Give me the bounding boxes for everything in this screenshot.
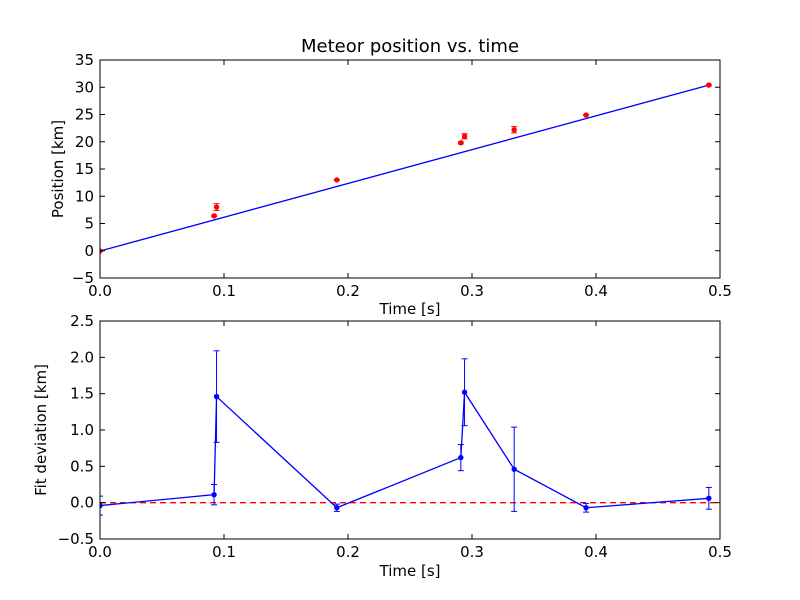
- x-tick-label: 0.1: [212, 282, 236, 300]
- plot-area-deviation: [99, 320, 721, 540]
- y-tick-labels: −0.5 0.0 0.5 1.0 1.5 2.0 2.5: [58, 312, 720, 548]
- y-tick-label: 25: [75, 106, 94, 124]
- y-axis-label: Fit deviation [km]: [32, 364, 50, 496]
- data-point: [458, 140, 464, 146]
- y-tick-label: 10: [75, 187, 94, 205]
- fit-line: [100, 84, 710, 252]
- panel-deviation: 0.0 0.1 0.2 0.3 0.4 0.5 −0.50.00.51.01.52.02.…: [32, 312, 732, 580]
- y-tick-label: 30: [75, 78, 94, 96]
- y-tick-label: 15: [75, 160, 94, 178]
- axes-frame: [99, 320, 721, 540]
- y-tick-label: 2.0: [70, 348, 94, 366]
- x-tick-label: 0.5: [708, 282, 732, 300]
- data-point: [461, 389, 468, 395]
- data-point: [213, 393, 220, 400]
- y-tick-label: −0.5: [58, 530, 94, 548]
- x-tick-label: 0.1: [212, 543, 236, 561]
- data-point: [211, 213, 217, 219]
- data-point: [706, 82, 712, 88]
- x-tick-label: 0.0: [88, 543, 112, 561]
- x-axis-label: Time [s]: [379, 300, 441, 318]
- y-tick-label: 5: [84, 215, 94, 233]
- y-tick-label: 1.0: [70, 421, 94, 439]
- x-tick-label: 0.4: [584, 282, 608, 300]
- y-tick-label: 1.5: [70, 385, 94, 403]
- data-point: [511, 127, 517, 133]
- data-point: [461, 133, 468, 140]
- y-tick-label: 35: [75, 51, 94, 69]
- data-point: [583, 112, 589, 118]
- x-tick-label: 0.4: [584, 543, 608, 561]
- y-tick-label: 0: [84, 242, 94, 260]
- x-tick-label: 0.2: [336, 282, 360, 300]
- x-tick-label: 0.2: [336, 543, 360, 561]
- x-tick-label: 0.3: [460, 543, 484, 561]
- x-tick-labels: 0.0 0.1 0.2 0.3 0.4 0.5: [88, 321, 732, 561]
- panel-position: Meteor position vs. time 0.0 0.1 0.2 0.3 0.4…: [49, 36, 732, 318]
- y-tick-labels: −5 0 5 10 15 20 25 30 35: [72, 51, 720, 287]
- data-point: [511, 466, 517, 472]
- y-axis-label: Position [km]: [49, 120, 67, 218]
- y-tick-label: 0.5: [70, 457, 94, 475]
- y-tick-label: 2.5: [70, 312, 94, 330]
- x-tick-label: 0.3: [460, 282, 484, 300]
- data-point: [211, 491, 217, 498]
- deviation-line: [100, 390, 709, 509]
- y-tick-label: 0.0: [70, 494, 94, 512]
- data-point: [213, 204, 220, 210]
- data-point: [706, 495, 712, 502]
- axes-frame: [99, 59, 721, 279]
- y-tick-label: 20: [75, 133, 94, 151]
- data-point: [458, 454, 464, 461]
- data-point: [334, 505, 340, 511]
- x-tick-labels: 0.0 0.1 0.2 0.3 0.4 0.5: [88, 60, 732, 300]
- y-tick-label: −5: [72, 269, 94, 287]
- plot-area-position: [99, 59, 721, 279]
- data-point: [334, 177, 340, 183]
- chart-title: Meteor position vs. time: [301, 36, 519, 57]
- x-axis-label: Time [s]: [379, 562, 441, 580]
- x-tick-label: 0.0: [88, 282, 112, 300]
- x-tick-label: 0.5: [708, 543, 732, 561]
- data-point: [583, 505, 589, 511]
